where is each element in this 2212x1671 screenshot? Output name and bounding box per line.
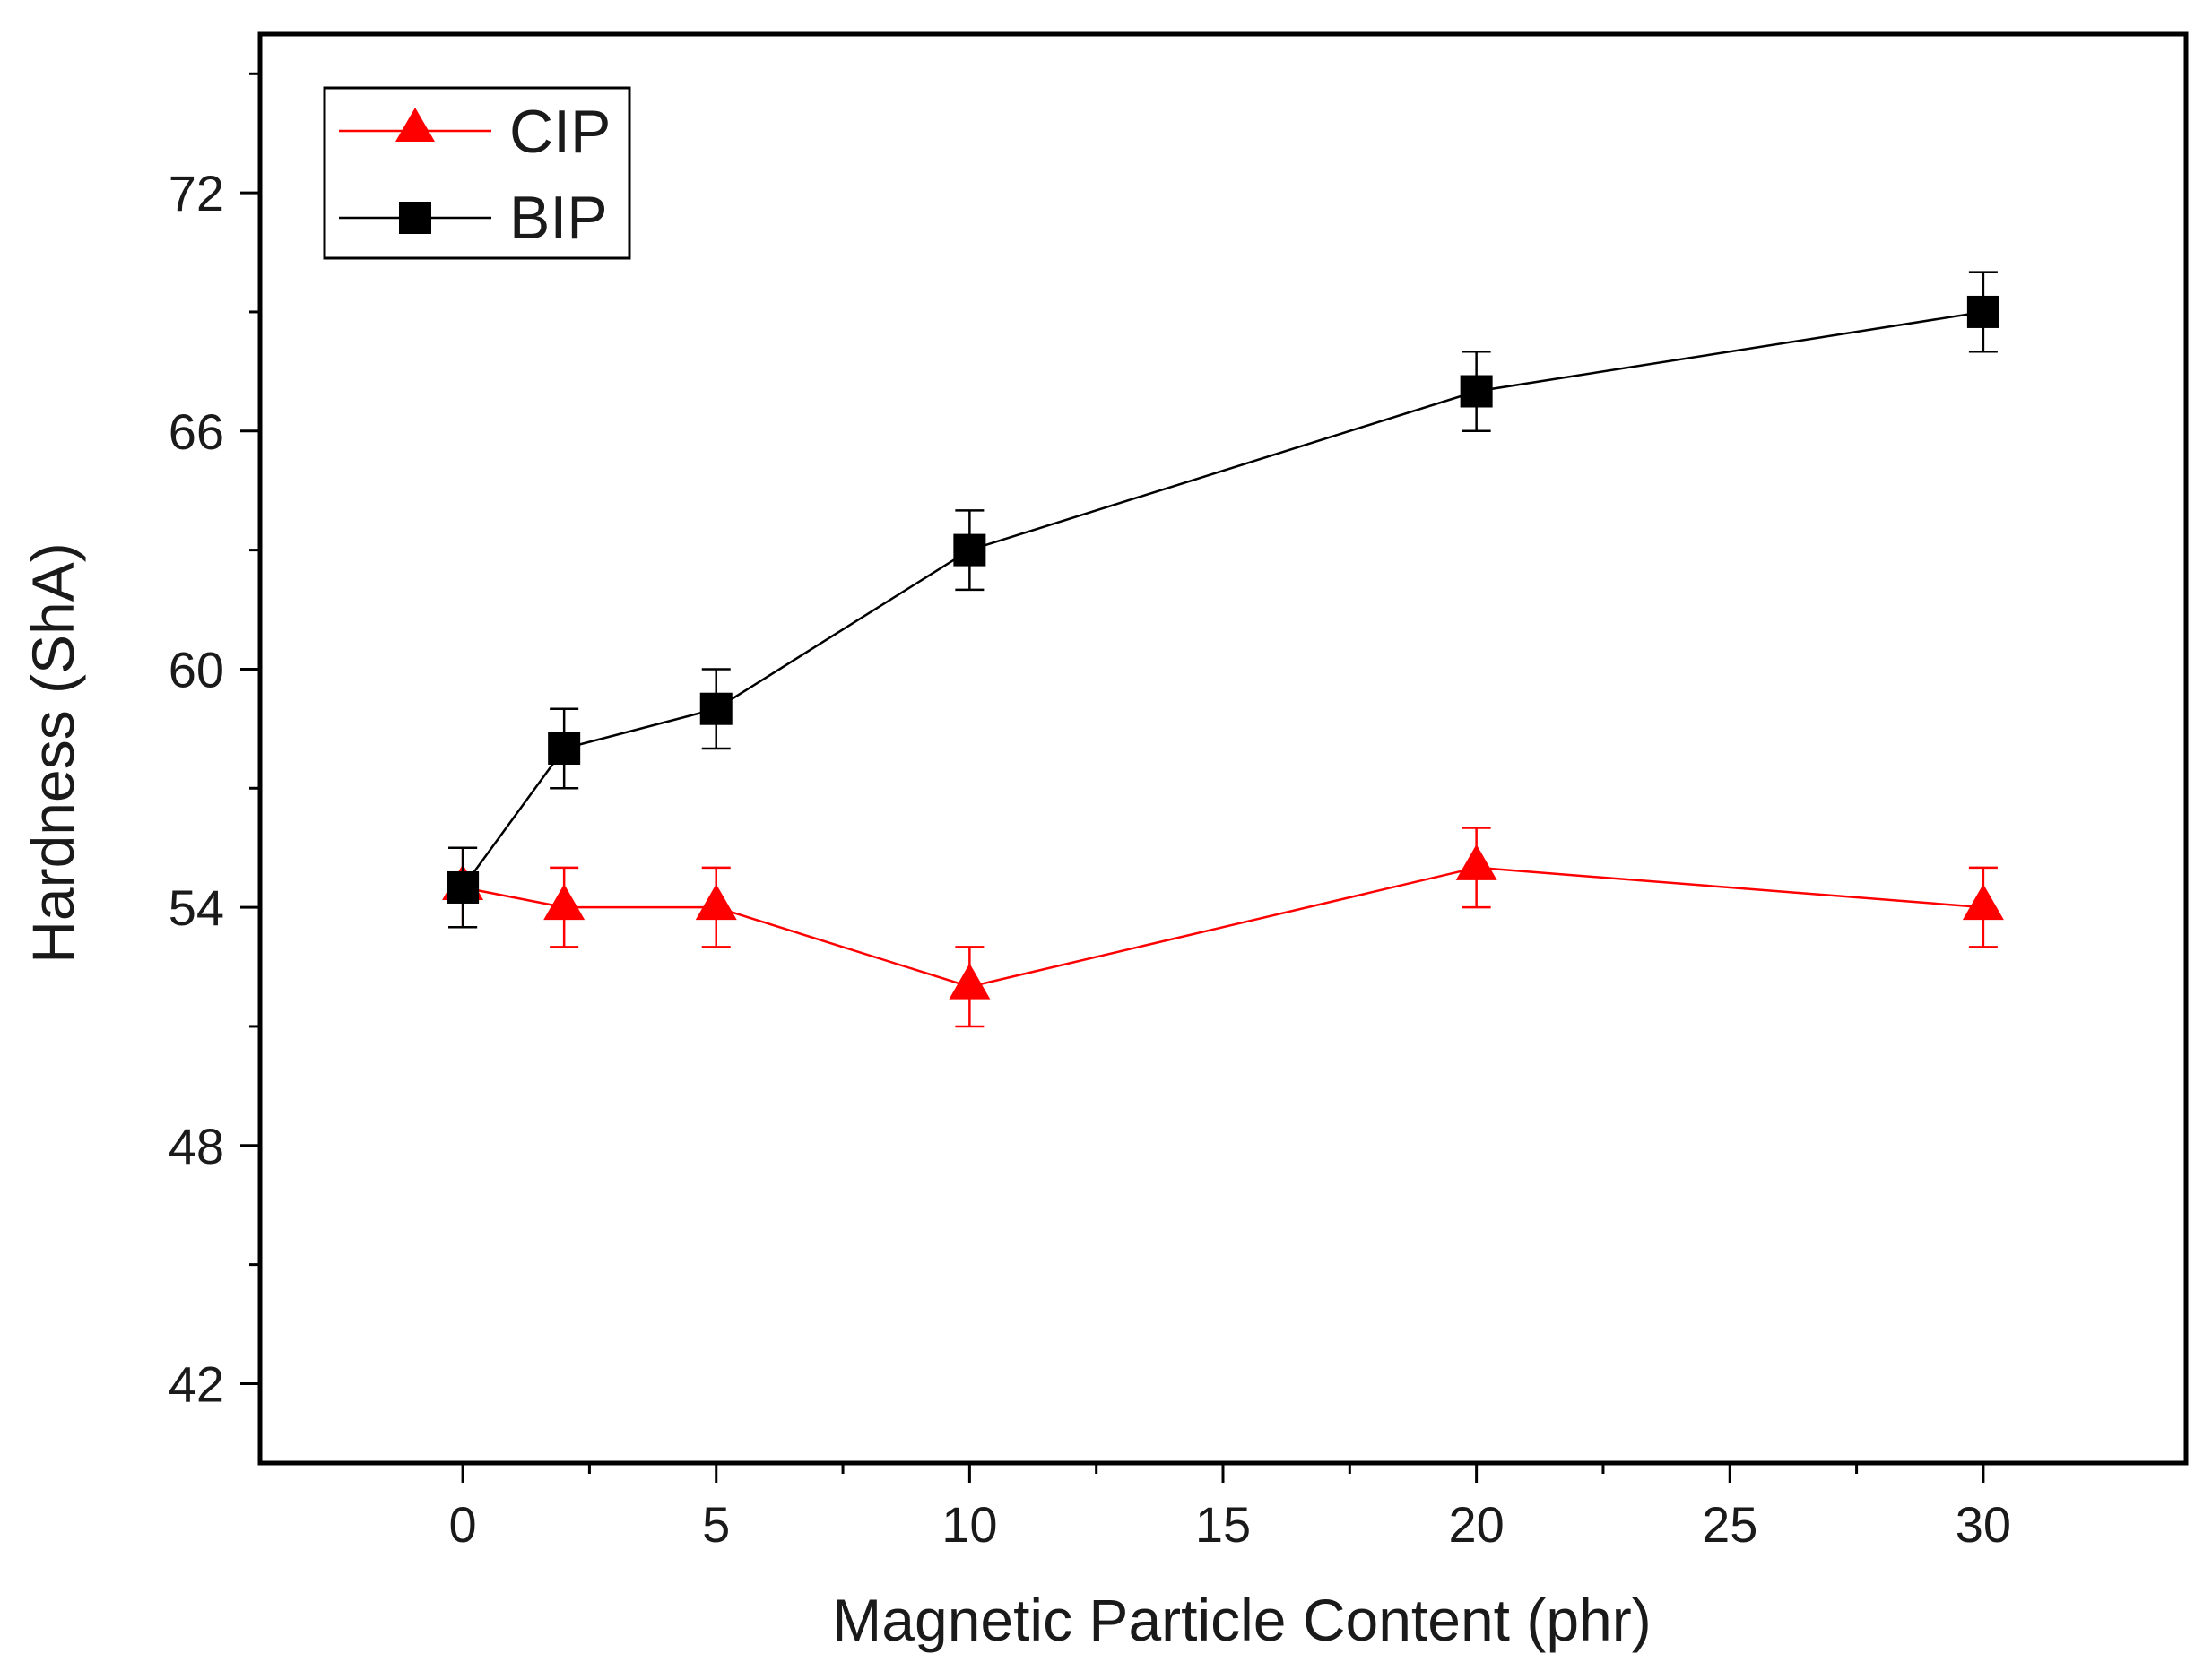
legend-bip-marker — [399, 202, 431, 234]
y-tick-label: 48 — [169, 1118, 224, 1174]
x-tick-label: 0 — [449, 1496, 477, 1553]
y-axis-ticks: 42 48 54 60 66 72 — [169, 72, 260, 1412]
series-cip-line — [462, 866, 1983, 988]
x-tick-label: 30 — [1956, 1496, 2011, 1553]
x-tick-label: 5 — [702, 1496, 730, 1553]
y-tick-label: 54 — [169, 879, 224, 936]
data-point-cip — [1455, 844, 1497, 880]
x-axis-ticks: 0 5 10 15 20 25 30 — [449, 1463, 2011, 1553]
x-tick-label: 25 — [1702, 1496, 1757, 1553]
series-cip — [442, 827, 2004, 1028]
x-axis-title: Magnetic Particle Content (phr) — [832, 1587, 1651, 1653]
series-bip-line — [462, 310, 1984, 888]
legend-bip-label: BIP — [509, 184, 608, 252]
legend-cip-label: CIP — [509, 98, 611, 166]
series-bip — [447, 271, 1999, 929]
legend-box — [323, 86, 631, 260]
data-point-bip — [953, 533, 986, 567]
y-tick-label: 72 — [169, 165, 224, 221]
y-tick-label: 60 — [169, 641, 224, 697]
legend: CIP BIP — [323, 86, 631, 260]
data-point-bip — [447, 870, 480, 904]
x-tick-label: 15 — [1195, 1496, 1251, 1553]
series-layer — [442, 271, 2004, 1028]
legend-cip-marker — [395, 108, 435, 142]
y-axis-title: Hardness (ShA) — [20, 542, 86, 964]
y-tick-label: 42 — [169, 1355, 224, 1412]
data-point-bip — [699, 692, 733, 725]
data-point-bip — [1460, 375, 1493, 408]
data-point-cip — [543, 884, 586, 921]
x-tick-label: 20 — [1448, 1496, 1504, 1553]
data-point-bip — [548, 732, 581, 765]
data-point-cip — [1962, 884, 2004, 921]
y-tick-label: 66 — [169, 403, 224, 460]
data-point-bip — [1966, 295, 1999, 328]
data-point-cip — [949, 963, 991, 1000]
data-point-cip — [695, 884, 737, 921]
x-tick-label: 10 — [941, 1496, 997, 1553]
